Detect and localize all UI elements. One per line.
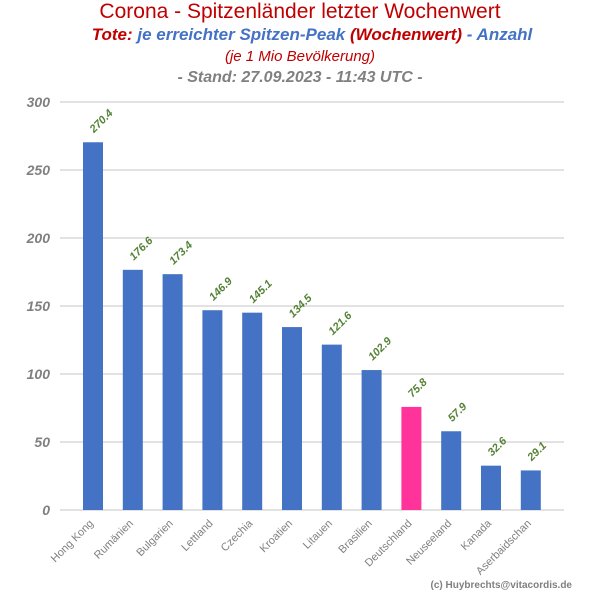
x-tick-label: Bulgarien	[134, 518, 175, 559]
y-tick-label: 0	[42, 502, 50, 518]
chart-note: (je 1 Mio Bevölkerung)	[224, 48, 376, 65]
data-label: 173.4	[167, 239, 195, 267]
data-label: 121.6	[326, 309, 355, 338]
x-tick-label: Brasilien	[336, 518, 374, 556]
data-label: 29.1	[525, 440, 549, 464]
chart-subtitle: Tote: je erreichter Spitzen-Peak (Wochen…	[0, 24, 600, 46]
chart-title: Corona - Spitzenländer letzter Wochenwer…	[99, 0, 501, 23]
x-tick-label: Kroatien	[258, 518, 295, 555]
data-label: 146.9	[207, 275, 236, 304]
y-tick-label: 250	[26, 162, 51, 178]
x-tick-label: Lettland	[179, 518, 215, 554]
bar-hong-kong	[83, 142, 103, 511]
chart-timestamp: - Stand: 27.09.2023 - 11:43 UTC -	[177, 69, 423, 86]
bar-czechia	[242, 312, 263, 510]
x-tick-label: Rumänien	[92, 518, 136, 562]
bar-deutschland	[401, 406, 422, 510]
data-label: 145.1	[247, 278, 275, 306]
y-tick-label: 150	[27, 298, 51, 314]
data-label: 270.4	[87, 107, 116, 136]
y-tick-label: 200	[26, 230, 51, 246]
bar-rumänien	[122, 269, 143, 510]
x-tick-label: Czechia	[219, 517, 256, 554]
bar-bulgarien	[162, 274, 183, 510]
bar-kroatien	[282, 327, 302, 510]
bar-brasilien	[361, 370, 382, 510]
data-label: 75.8	[406, 376, 430, 400]
data-label: 102.9	[366, 335, 395, 364]
y-tick-label: 300	[27, 94, 51, 110]
bar-neuseeland	[441, 431, 462, 510]
subtitle-peak-text: je erreichter Spitzen-Peak	[132, 25, 350, 44]
credit-text: (c) Huybrechts@vitacordis.de	[430, 580, 572, 591]
data-label: 32.6	[486, 435, 510, 459]
bar-kanada	[481, 465, 501, 510]
subtitle-weekly-text: (Wochenwert)	[349, 25, 463, 44]
x-tick-label: Hong Kong	[49, 518, 96, 565]
bar-litauen	[321, 344, 342, 510]
data-label: 57.9	[446, 400, 470, 424]
subtitle-count-text: - Anzahl	[462, 25, 533, 44]
subtitle-deaths-label: Tote:	[91, 25, 133, 44]
x-tick-label: Litauen	[301, 518, 335, 552]
bar-lettland	[202, 310, 223, 510]
x-tick-label: Kanada	[459, 517, 495, 553]
y-tick-label: 50	[34, 434, 50, 450]
y-tick-label: 100	[27, 366, 51, 382]
bar-aserbaidschan	[520, 470, 541, 510]
